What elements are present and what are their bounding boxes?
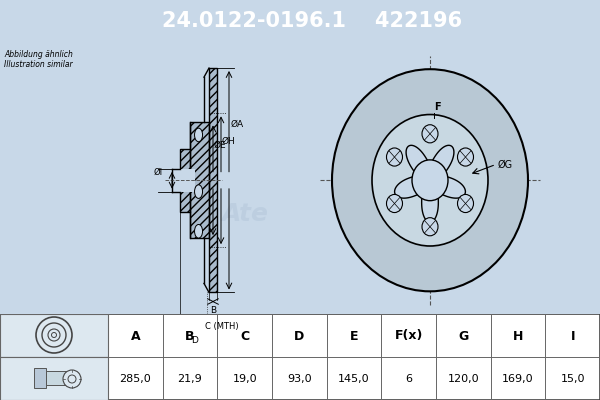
Text: ØI: ØI	[154, 168, 163, 177]
Text: Ate: Ate	[391, 217, 449, 246]
Circle shape	[63, 370, 81, 388]
Text: D: D	[294, 330, 304, 342]
Text: C: C	[240, 330, 249, 342]
Text: I: I	[571, 330, 575, 342]
Circle shape	[332, 69, 528, 291]
Circle shape	[412, 160, 448, 201]
Text: ØH: ØH	[222, 137, 236, 146]
Circle shape	[372, 114, 488, 246]
Ellipse shape	[194, 185, 203, 198]
Text: F(x): F(x)	[394, 330, 423, 342]
Text: 120,0: 120,0	[448, 374, 479, 384]
Bar	[172, 169, 195, 192]
Text: D: D	[191, 336, 198, 344]
Text: F: F	[434, 102, 440, 112]
Circle shape	[386, 194, 403, 212]
Text: 169,0: 169,0	[502, 374, 534, 384]
Polygon shape	[395, 145, 466, 222]
Circle shape	[458, 194, 473, 212]
Circle shape	[458, 148, 473, 166]
Ellipse shape	[194, 128, 203, 142]
Text: Illustration similar: Illustration similar	[4, 60, 73, 69]
Circle shape	[386, 148, 403, 166]
Text: H: H	[513, 330, 523, 342]
Bar	[0, 314, 108, 357]
Text: 15,0: 15,0	[560, 374, 585, 384]
Text: G: G	[458, 330, 469, 342]
Bar	[190, 122, 209, 238]
Text: ØG: ØG	[498, 159, 513, 170]
Text: B: B	[185, 330, 195, 342]
Bar	[0, 357, 108, 400]
Text: B: B	[210, 306, 216, 315]
Text: 19,0: 19,0	[232, 374, 257, 384]
Text: Ate: Ate	[221, 202, 269, 226]
Text: 145,0: 145,0	[338, 374, 370, 384]
Bar	[180, 148, 190, 212]
Bar	[46, 371, 66, 385]
Text: ØE: ØE	[214, 141, 227, 150]
Bar	[209, 68, 217, 292]
Text: ØA: ØA	[231, 120, 244, 129]
Ellipse shape	[194, 224, 203, 238]
Bar	[209, 68, 217, 292]
Text: 6: 6	[405, 374, 412, 384]
Text: 24.0122-0196.1    422196: 24.0122-0196.1 422196	[162, 11, 462, 31]
Text: 21,9: 21,9	[178, 374, 202, 384]
Circle shape	[422, 125, 438, 143]
Text: 93,0: 93,0	[287, 374, 311, 384]
Bar	[180, 148, 190, 212]
Text: Abbildung ähnlich: Abbildung ähnlich	[4, 50, 73, 59]
Text: C (MTH): C (MTH)	[205, 322, 239, 331]
Text: 285,0: 285,0	[119, 374, 151, 384]
Text: A: A	[131, 330, 140, 342]
Bar	[34, 368, 46, 388]
Circle shape	[422, 218, 438, 236]
Bar	[190, 122, 209, 238]
Text: E: E	[350, 330, 358, 342]
